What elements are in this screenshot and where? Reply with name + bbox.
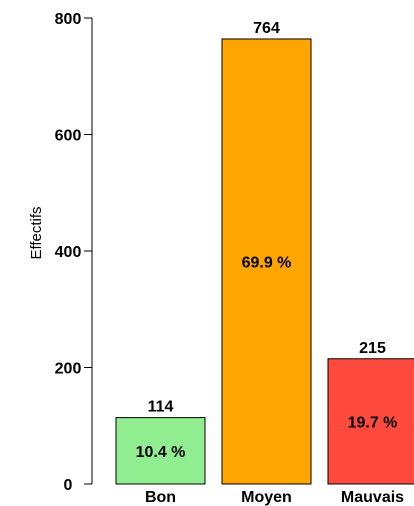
- bar-percent-label: 69.9 %: [242, 254, 292, 271]
- category-label: Moyen: [241, 489, 292, 506]
- y-tick-label: 400: [55, 244, 82, 261]
- y-tick-label: 600: [55, 128, 82, 145]
- category-labels: Bon Moyen Mauvais: [145, 489, 404, 506]
- bar-bon: [115, 417, 206, 485]
- bar-value-label: 114: [148, 399, 174, 416]
- y-tick-label: 800: [55, 11, 82, 28]
- percent-labels: 10.4 % 69.9 % 19.7 %: [136, 254, 398, 460]
- bar-value-label: 215: [359, 340, 386, 357]
- bar-moyen: [221, 38, 312, 485]
- bars: [115, 38, 414, 485]
- bar-percent-label: 19.7 %: [348, 414, 398, 431]
- category-label: Mauvais: [341, 489, 404, 506]
- y-axis: 0 200 400 600 800: [55, 11, 93, 494]
- category-label: Bon: [145, 489, 176, 506]
- bar-value-label: 764: [253, 20, 280, 37]
- y-tick-label: 200: [55, 361, 82, 378]
- bar-percent-label: 10.4 %: [136, 444, 186, 461]
- y-tick-label: 0: [64, 477, 73, 494]
- y-axis-title: Effectifs: [28, 206, 45, 259]
- value-labels: 114 764 215: [148, 20, 386, 416]
- bar-mauvais: [327, 358, 414, 485]
